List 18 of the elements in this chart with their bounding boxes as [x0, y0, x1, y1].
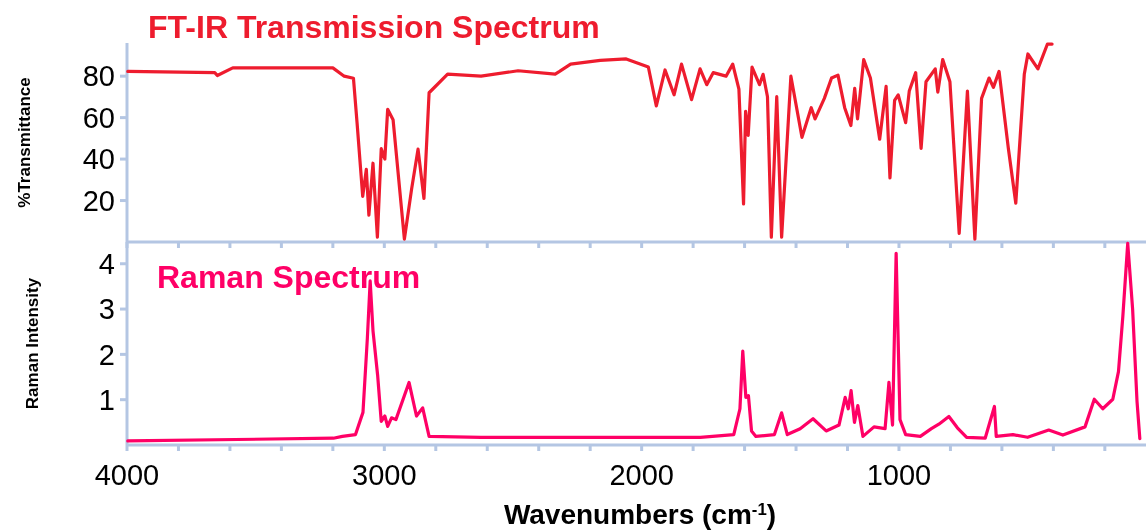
x-axis-title: Wavenumbers (cm$^{-1}$)	[503, 499, 777, 530]
x-tick-label: 4000	[94, 459, 160, 491]
text: Raman Spectrum	[157, 259, 421, 295]
y-tick-label: 4	[98, 247, 115, 280]
x-tick-label: 2000	[609, 459, 674, 491]
y-tick-label: 20	[82, 184, 115, 217]
y-tick-label: 80	[82, 60, 115, 93]
y-tick-label: 40	[82, 143, 115, 176]
chart-title: FT-IR Transmission Spectrum	[148, 9, 600, 45]
y-tick-label: 1	[98, 383, 115, 416]
line-series	[126, 241, 1142, 443]
y-tick-label: 2	[98, 338, 115, 371]
x-tick-label: 1000	[866, 459, 932, 491]
y-tick-label: 3	[98, 293, 115, 326]
x-tick-label: 3000	[352, 459, 417, 491]
y-tick-label: 60	[82, 101, 115, 134]
y-axis-title: Raman Intensity	[23, 277, 42, 410]
y-axis-title: %Transmittance	[15, 77, 34, 208]
